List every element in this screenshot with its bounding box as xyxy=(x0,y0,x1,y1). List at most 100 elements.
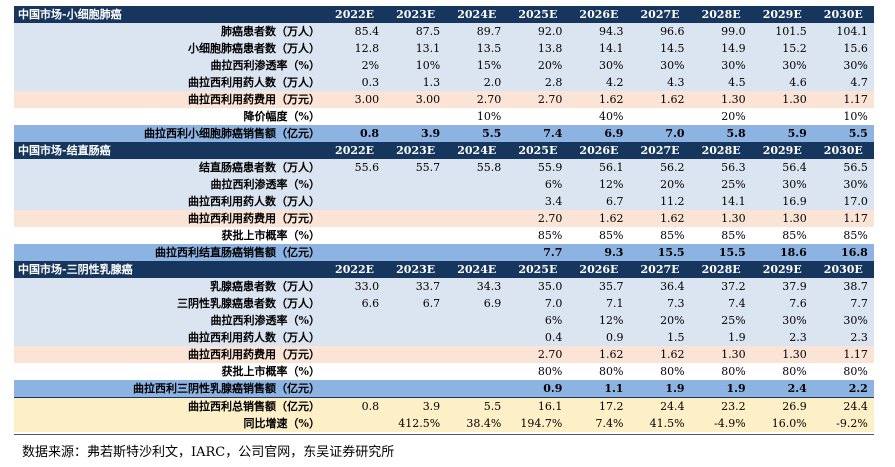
value-cell: 6.9 xyxy=(483,297,502,310)
row-label: 曲拉西利小细胞肺癌销售额（亿元） xyxy=(144,127,320,140)
year-header-cell: 2027E xyxy=(640,144,680,157)
value-cell: 1.3 xyxy=(422,76,441,89)
value-cell: 80% xyxy=(782,365,807,378)
value-cell: 30% xyxy=(721,59,746,72)
table-row: 曲拉西利用药人数（万人） 0.4 0.9 1.5 1.9 2.3 2.3 xyxy=(14,329,874,346)
value-cell: 85% xyxy=(843,229,868,242)
year-header-cell: 2023E xyxy=(396,263,436,276)
value-cell: 0.8 xyxy=(361,400,380,413)
table-row: 小细胞肺癌患者数（万人） 12.8 13.1 13.5 13.8 14.1 14.5 14.9… xyxy=(14,40,874,57)
row-label: 同比增速（%） xyxy=(243,417,320,430)
value-cell: 85% xyxy=(721,229,746,242)
value-cell: 3.00 xyxy=(415,93,441,106)
value-cell: 1.9 xyxy=(665,382,685,395)
value-cell: 55.8 xyxy=(476,161,502,174)
value-cell: 7.4 xyxy=(728,297,746,310)
value-cell: 40% xyxy=(599,110,624,123)
table-row: 降价幅度（%） 10% 40% 20% 10% xyxy=(14,108,874,125)
value-cell: 56.4 xyxy=(782,161,807,174)
value-cell: 89.7 xyxy=(476,25,502,38)
value-cell: 96.6 xyxy=(660,25,685,38)
value-cell: 80% xyxy=(843,365,868,378)
table-row: 曲拉西利结直肠癌销售额（亿元） 7.7 9.3 15.5 15.5 18.6 16.8 xyxy=(14,244,874,261)
value-cell: 36.4 xyxy=(660,280,685,293)
value-cell: 37.9 xyxy=(782,280,807,293)
value-cell: 7.7 xyxy=(850,297,868,310)
value-cell: 94.3 xyxy=(598,25,624,38)
value-cell: 2.8 xyxy=(544,76,563,89)
value-cell xyxy=(324,193,385,210)
value-cell: 15.5 xyxy=(657,246,685,259)
value-cell: 2.2 xyxy=(848,382,868,395)
value-cell: 55.7 xyxy=(415,161,441,174)
table-row: 曲拉西利渗透率（%） 6% 12% 20% 25% 30% 30% xyxy=(14,312,874,329)
value-cell xyxy=(324,363,385,380)
year-header-cell: 2026E xyxy=(579,8,619,21)
row-label: 曲拉西利渗透率（%） xyxy=(210,178,320,191)
table-row: 曲拉西利用药人数（万人） 3.4 6.7 11.2 14.1 16.9 17.0 xyxy=(14,193,874,210)
row-label: 结直肠癌患者数（万人） xyxy=(199,161,320,174)
value-cell xyxy=(446,176,507,193)
row-label: 获批上市概率（%） xyxy=(221,365,320,378)
value-cell: 17.0 xyxy=(843,195,868,208)
value-cell: 80% xyxy=(599,365,624,378)
value-cell: 13.5 xyxy=(476,42,502,55)
row-label: 获批上市概率（%） xyxy=(221,229,320,242)
value-cell: 35.0 xyxy=(537,280,563,293)
value-cell: 1.62 xyxy=(598,348,624,361)
value-cell: 30% xyxy=(782,59,807,72)
value-cell: 3.4 xyxy=(544,195,563,208)
value-cell: 0.4 xyxy=(544,331,563,344)
year-header-cell: 2023E xyxy=(396,8,436,21)
table-row: 结直肠癌患者数（万人） 55.6 55.7 55.8 55.9 56.1 56.2 56.3 5… xyxy=(14,159,874,176)
value-cell: 25% xyxy=(721,178,746,191)
value-cell xyxy=(385,227,446,244)
year-header-cell: 2022E xyxy=(335,144,375,157)
row-label: 降价幅度（%） xyxy=(243,110,320,123)
value-cell: 1.62 xyxy=(660,348,685,361)
table-row: 获批上市概率（%） 80% 80% 80% 80% 80% 80% xyxy=(14,363,874,380)
table-row: 曲拉西利用药费用（万元） 2.70 1.62 1.62 1.30 1.30 1.17 xyxy=(14,346,874,363)
value-cell: 13.8 xyxy=(537,42,563,55)
value-cell: 2.70 xyxy=(476,93,502,106)
value-cell: 7.4 xyxy=(543,127,563,140)
value-cell: 6.6 xyxy=(361,297,380,310)
table-row: 曲拉西利小细胞肺癌销售额（亿元） 0.8 3.9 5.5 7.4 6.9 7.0 5.8 5.9… xyxy=(14,125,874,142)
value-cell xyxy=(385,346,446,363)
value-cell: 6.7 xyxy=(422,297,441,310)
value-cell: 7.6 xyxy=(789,297,807,310)
table-row: 曲拉西利三阴性乳腺癌销售额（亿元） 0.9 1.1 1.9 1.9 2.4 2.2 xyxy=(14,380,874,397)
value-cell: 5.5 xyxy=(482,127,502,140)
year-header-cell: 2024E xyxy=(457,8,497,21)
row-label: 小细胞肺癌患者数（万人） xyxy=(188,42,320,55)
table-row: 获批上市概率（%） 85% 85% 85% 85% 85% 85% xyxy=(14,227,874,244)
value-cell: 41.5% xyxy=(649,417,685,430)
value-cell xyxy=(385,193,446,210)
value-cell: 1.62 xyxy=(660,212,685,225)
value-cell: 2.3 xyxy=(789,331,807,344)
value-cell: 12% xyxy=(599,178,624,191)
value-cell xyxy=(324,329,385,346)
value-cell: 3.9 xyxy=(421,127,441,140)
value-cell xyxy=(629,108,690,125)
value-cell: -9.2% xyxy=(836,417,868,430)
value-cell: 1.62 xyxy=(598,93,624,106)
value-cell: 1.9 xyxy=(728,331,746,344)
section-header-row: 中国市场-结直肠癌 2022E 2023E 2024E 2025E 2026E 2027E 2… xyxy=(14,142,874,159)
row-label: 曲拉西利用药费用（万元） xyxy=(188,212,320,225)
value-cell: 26.9 xyxy=(782,400,807,413)
value-cell: 11.2 xyxy=(660,195,685,208)
value-cell xyxy=(752,108,813,125)
value-cell: 30% xyxy=(782,314,807,327)
row-label: 曲拉西利用药人数（万人） xyxy=(188,76,320,89)
row-label: 曲拉西利用药费用（万元） xyxy=(188,93,320,106)
value-cell: 4.6 xyxy=(789,76,807,89)
value-cell: 101.5 xyxy=(775,25,807,38)
value-cell: 7.0 xyxy=(665,127,685,140)
section-title: 中国市场-三阴性乳腺癌 xyxy=(18,263,133,276)
section-title: 中国市场-结直肠癌 xyxy=(18,144,111,157)
value-cell xyxy=(324,176,385,193)
value-cell: 17.2 xyxy=(598,400,624,413)
row-label: 曲拉西利三阴性乳腺癌销售额（亿元） xyxy=(133,382,320,395)
row-label: 曲拉西利用药费用（万元） xyxy=(188,348,320,361)
